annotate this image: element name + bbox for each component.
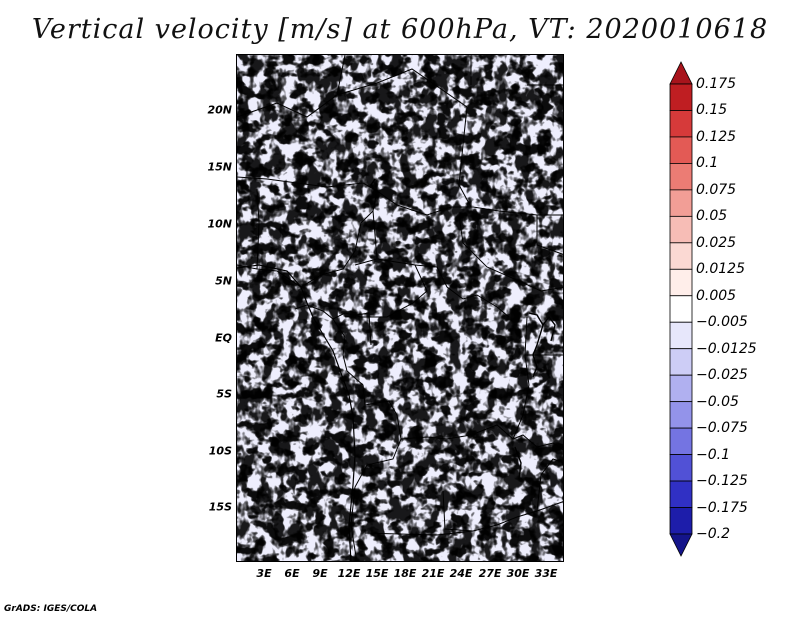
colorbar-swatch xyxy=(669,454,693,482)
map-panel xyxy=(236,54,564,562)
lat-tick-15s: 15S xyxy=(208,500,232,514)
colorbar-label: 0.005 xyxy=(696,287,737,304)
colorbar-label: −0.075 xyxy=(696,420,748,437)
lon-tick-12e: 12E xyxy=(337,567,361,580)
coastline xyxy=(237,264,356,561)
colorbar-label: −0.0125 xyxy=(696,340,757,357)
colorbar-label: 0.05 xyxy=(696,208,728,225)
lat-tick-5n: 5N xyxy=(215,274,232,288)
lat-tick-15n: 15N xyxy=(207,160,232,174)
colorbar-label: −0.125 xyxy=(696,473,748,490)
country-boundaries xyxy=(237,55,563,561)
lat-tick-10s: 10S xyxy=(208,444,232,458)
colorbar-swatch xyxy=(669,533,693,557)
lat-tick-eq: EQ xyxy=(215,331,232,345)
colorbar-label: 0.1 xyxy=(696,155,719,172)
colorbar-label: 0.075 xyxy=(696,181,737,198)
lon-tick-6e: 6E xyxy=(284,567,300,580)
colorbar-label: −0.1 xyxy=(696,446,730,463)
vertical-velocity-field xyxy=(237,55,563,561)
lat-tick-20n: 20N xyxy=(207,103,232,117)
chart-title: Vertical velocity [m/s] at 600hPa, VT: 2… xyxy=(31,14,769,45)
colorbar-swatch xyxy=(669,242,693,270)
colorbar-label: −0.005 xyxy=(696,314,748,331)
colorbar-swatch xyxy=(669,268,693,297)
lon-tick-15e: 15E xyxy=(365,567,389,580)
colorbar-swatch xyxy=(669,61,693,85)
colorbar xyxy=(669,61,693,557)
colorbar-swatch xyxy=(669,348,693,376)
colorbar-swatch xyxy=(669,321,693,350)
colorbar-label: 0.125 xyxy=(696,128,737,145)
colorbar-label: −0.05 xyxy=(696,393,739,410)
lon-tick-18e: 18E xyxy=(393,567,417,580)
lon-tick-30e: 30E xyxy=(506,567,530,580)
colorbar-swatch xyxy=(669,507,693,535)
colorbar-swatch xyxy=(669,374,693,403)
colorbar-label: −0.2 xyxy=(696,526,730,542)
colorbar-label: 0.15 xyxy=(696,102,728,119)
colorbar-swatch xyxy=(669,295,693,323)
ascent-pattern xyxy=(237,55,563,561)
lon-tick-21e: 21E xyxy=(421,567,445,580)
lon-tick-3e: 3E xyxy=(256,567,272,580)
colorbar-swatch xyxy=(669,480,693,508)
colorbar-swatch xyxy=(669,215,693,244)
grads-credit: GrADS: IGES/COLA xyxy=(4,604,98,614)
colorbar-swatch xyxy=(669,427,693,455)
colorbar-label: 0.175 xyxy=(696,76,737,92)
colorbar-label: 0.0125 xyxy=(696,261,745,278)
colorbar-swatch xyxy=(669,189,693,217)
colorbar-swatch xyxy=(669,163,693,191)
lat-tick-10n: 10N xyxy=(207,217,232,231)
colorbar-label: −0.175 xyxy=(696,499,748,516)
colorbar-swatch xyxy=(669,401,693,429)
lon-tick-27e: 27E xyxy=(478,567,502,580)
lakes xyxy=(370,178,556,480)
colorbar-label: 0.025 xyxy=(696,234,737,251)
colorbar-label: −0.025 xyxy=(696,367,748,384)
lat-tick-5s: 5S xyxy=(216,387,232,401)
colorbar-swatch xyxy=(669,110,693,138)
lon-tick-24e: 24E xyxy=(449,567,473,580)
colorbar-swatch xyxy=(669,136,693,164)
lon-tick-9e: 9E xyxy=(312,567,328,580)
colorbar-swatch xyxy=(669,83,693,111)
lon-tick-33e: 33E xyxy=(534,567,558,580)
